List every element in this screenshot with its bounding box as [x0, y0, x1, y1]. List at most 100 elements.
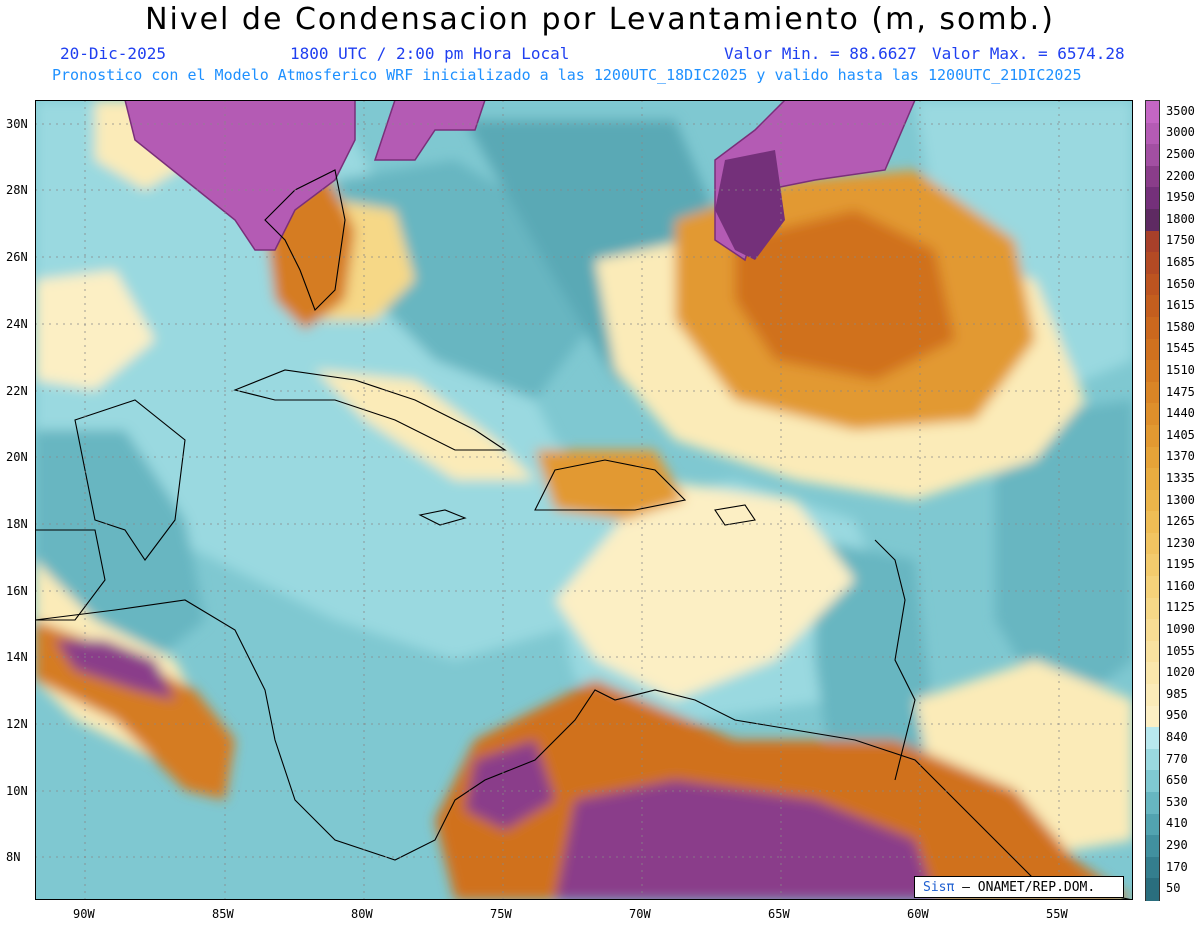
colorbar-cell	[1146, 403, 1159, 426]
colorbar-label: 2200	[1166, 168, 1195, 183]
lon-label: 65W	[768, 907, 790, 921]
colorbar-cell	[1146, 576, 1159, 599]
lon-label: 80W	[351, 907, 373, 921]
colorbar-cell	[1146, 640, 1159, 664]
credit-text: ONAMET/REP.DOM.	[977, 880, 1096, 895]
colorbar-cell	[1146, 792, 1159, 815]
colorbar-cell	[1146, 230, 1159, 253]
lat-label: 22N	[6, 384, 28, 398]
colorbar-cell	[1146, 770, 1159, 793]
colorbar-label: 840	[1166, 730, 1188, 745]
lat-label: 14N	[6, 650, 28, 664]
colorbar-cell	[1146, 295, 1159, 318]
lat-label: 28N	[6, 183, 28, 197]
colorbar-label: 1685	[1166, 254, 1195, 269]
colorbar-cell	[1146, 878, 1159, 901]
colorbar-label: 1650	[1166, 276, 1195, 291]
lat-label: 20N	[6, 450, 28, 464]
min-value: Valor Min. = 88.6627	[724, 44, 917, 63]
colorbar-cell	[1146, 424, 1159, 448]
colorbar-cell	[1146, 511, 1159, 534]
lat-label: 12N	[6, 717, 28, 731]
colorbar-label: 1440	[1166, 406, 1195, 421]
colorbar-cell	[1146, 144, 1159, 167]
colorbar-cell	[1146, 856, 1159, 879]
colorbar-cell	[1146, 338, 1159, 361]
lon-label: 85W	[212, 907, 234, 921]
colorbar-label: 1265	[1166, 514, 1195, 529]
colorbar-label: 2500	[1166, 146, 1195, 161]
colorbar-label: 1230	[1166, 535, 1195, 550]
lat-label: 24N	[6, 317, 28, 331]
colorbar-cell	[1146, 489, 1159, 512]
lat-label: 26N	[6, 250, 28, 264]
colorbar-label: 3000	[1166, 125, 1195, 140]
colorbar-cell	[1146, 165, 1159, 188]
colorbar-label: 3500	[1166, 103, 1195, 118]
colorbar-label: 1160	[1166, 578, 1195, 593]
forecast-time: 1800 UTC / 2:00 pm Hora Local	[290, 44, 570, 63]
colorbar-label: 50	[1166, 881, 1181, 896]
colorbar-label: 1750	[1166, 233, 1195, 248]
colorbar-cell	[1146, 446, 1159, 469]
map-title: Nivel de Condensacion por Levantamiento …	[145, 2, 1055, 37]
colorbar-label: 1195	[1166, 557, 1195, 572]
colorbar-label: 1800	[1166, 211, 1195, 226]
colorbar-cell	[1146, 813, 1159, 836]
colorbar-label: 1615	[1166, 298, 1195, 313]
colorbar-label: 1020	[1166, 665, 1195, 680]
colorbar-cell	[1146, 748, 1159, 772]
lon-label: 75W	[490, 907, 512, 921]
colorbar-cell	[1146, 122, 1159, 145]
colorbar-cell	[1146, 597, 1159, 620]
lon-label: 70W	[629, 907, 651, 921]
colorbar-label: 530	[1166, 794, 1188, 809]
lat-label: 10N	[6, 784, 28, 798]
colorbar-label: 1580	[1166, 319, 1195, 334]
colorbar-label: 1475	[1166, 384, 1195, 399]
colorbar-cell	[1146, 662, 1159, 685]
colorbar-cell	[1146, 101, 1159, 124]
colorbar-cell	[1146, 705, 1159, 728]
credit-box: Sisπ – ONAMET/REP.DOM.	[914, 876, 1124, 898]
colorbar-cell	[1146, 468, 1159, 491]
map-canvas	[35, 100, 1133, 900]
colorbar-label: 410	[1166, 816, 1188, 831]
lcl-map	[35, 100, 1133, 900]
max-value: Valor Max. = 6574.28	[932, 44, 1125, 63]
colorbar-cell	[1146, 273, 1159, 296]
lon-label: 60W	[907, 907, 929, 921]
colorbar-cell	[1146, 316, 1159, 340]
colorbar-label: 950	[1166, 708, 1188, 723]
colorbar-label: 1125	[1166, 600, 1195, 615]
colorbar-cell	[1146, 619, 1159, 642]
sispi-logo: Sisπ	[923, 880, 955, 895]
model-info: Pronostico con el Modelo Atmosferico WRF…	[52, 66, 1082, 84]
colorbar-label: 1055	[1166, 643, 1195, 658]
lat-label: 16N	[6, 584, 28, 598]
colorbar-label: 1335	[1166, 470, 1195, 485]
lat-label: 8N	[6, 850, 21, 864]
colorbar-cell	[1146, 684, 1159, 707]
colorbar-cell	[1146, 835, 1159, 858]
colorbar-label: 1370	[1166, 449, 1195, 464]
colorbar	[1145, 100, 1160, 901]
lon-label: 90W	[73, 907, 95, 921]
colorbar-cell	[1146, 727, 1159, 750]
colorbar-label: 1510	[1166, 362, 1195, 377]
colorbar-label: 1545	[1166, 341, 1195, 356]
colorbar-cell	[1146, 532, 1159, 556]
colorbar-cell	[1146, 381, 1159, 404]
colorbar-label: 1405	[1166, 427, 1195, 442]
colorbar-cell	[1146, 208, 1159, 232]
colorbar-cell	[1146, 554, 1159, 577]
colorbar-cell	[1146, 360, 1159, 383]
colorbar-label: 650	[1166, 773, 1188, 788]
lat-label: 30N	[6, 117, 28, 131]
colorbar-label: 170	[1166, 859, 1188, 874]
colorbar-label: 770	[1166, 751, 1188, 766]
colorbar-cell	[1146, 252, 1159, 275]
colorbar-cell	[1146, 187, 1159, 210]
colorbar-label: 1300	[1166, 492, 1195, 507]
colorbar-label: 1950	[1166, 190, 1195, 205]
